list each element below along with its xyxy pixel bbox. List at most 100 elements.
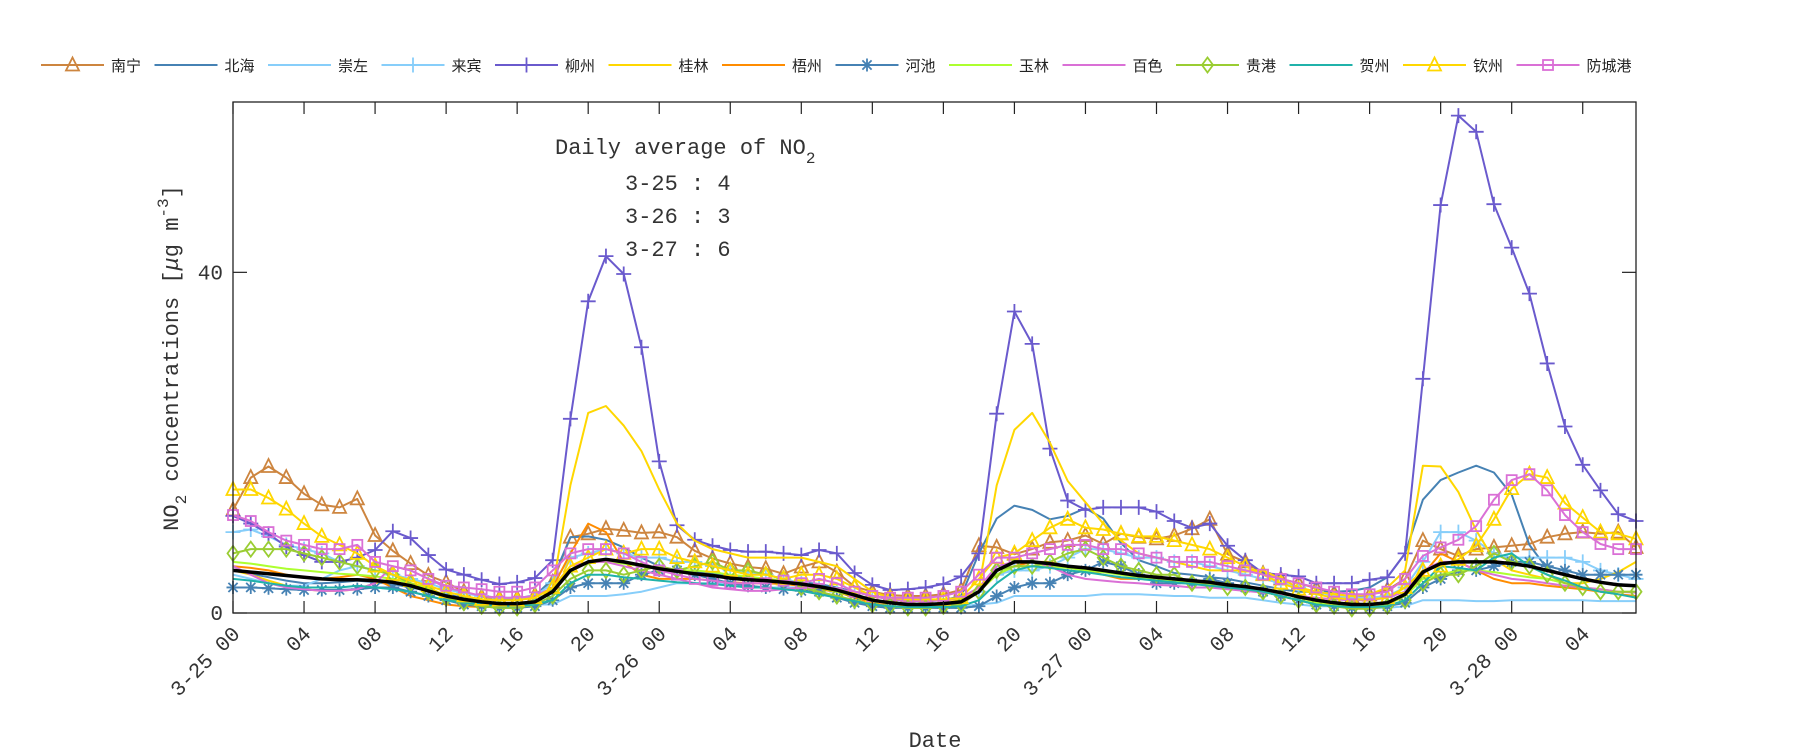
data-point <box>349 489 366 506</box>
data-point <box>1592 522 1609 539</box>
data-point <box>935 576 951 592</box>
data-point <box>793 565 810 582</box>
series-line <box>232 473 1636 599</box>
data-point <box>1007 580 1021 594</box>
x-tick-label: 3-28 00 <box>1446 624 1525 703</box>
data-point <box>1096 555 1110 569</box>
data-point <box>1592 482 1608 498</box>
data-point <box>384 541 401 558</box>
legend-item-钦州: 钦州 <box>1403 55 1503 75</box>
data-point <box>1345 588 1358 601</box>
legend-item-桂林: 桂林 <box>608 57 709 75</box>
data-point <box>1344 575 1360 591</box>
data-point <box>1415 371 1431 387</box>
series-layer <box>225 108 1644 618</box>
data-point <box>1381 585 1394 598</box>
data-point <box>1539 355 1555 371</box>
data-point <box>1132 547 1145 560</box>
data-point <box>333 543 346 556</box>
legend-label: 北海 <box>225 57 255 75</box>
data-point <box>528 599 542 613</box>
data-point <box>1363 588 1376 601</box>
data-point <box>1557 550 1573 566</box>
data-point <box>1416 550 1429 562</box>
data-point <box>244 515 257 527</box>
data-point <box>919 591 932 604</box>
data-point <box>883 601 897 615</box>
data-point <box>1202 516 1218 532</box>
data-point <box>1539 468 1556 484</box>
data-point <box>1219 544 1236 561</box>
data-point <box>404 564 417 577</box>
data-point <box>491 576 507 592</box>
data-point <box>261 540 276 559</box>
legend-item-防城港: 防城港 <box>1516 57 1632 75</box>
data-point <box>403 530 419 546</box>
data-point <box>511 585 524 598</box>
data-point <box>900 581 916 597</box>
data-point <box>1434 541 1447 554</box>
data-point <box>1470 520 1483 533</box>
data-point <box>244 540 258 559</box>
x-tick-label: 12 <box>851 624 885 658</box>
y-axis-label: NO2 concentrations [μg m-3] <box>155 185 191 531</box>
annotation-title: Daily average of NO2 <box>555 136 815 168</box>
data-point <box>1221 560 1234 573</box>
x-tick-label: 04 <box>1135 624 1169 658</box>
legend-label: 贵港 <box>1246 57 1276 75</box>
x-tick-label: 20 <box>993 624 1027 658</box>
legend-item-百色: 百色 <box>1062 57 1163 75</box>
data-point <box>369 556 381 568</box>
data-point <box>1201 539 1218 556</box>
data-point <box>440 579 453 592</box>
data-point <box>1452 533 1465 546</box>
data-point <box>1130 526 1147 543</box>
data-point <box>1612 543 1625 556</box>
data-point <box>313 526 330 543</box>
data-point <box>315 543 328 556</box>
data-point <box>1450 524 1466 540</box>
data-point <box>580 524 597 541</box>
data-point <box>1150 551 1163 564</box>
data-point <box>599 576 613 590</box>
data-point <box>1044 543 1056 556</box>
legend-item-河池: 河池 <box>835 57 936 75</box>
data-point <box>615 520 632 537</box>
data-point <box>1523 468 1536 481</box>
data-point <box>1576 526 1589 538</box>
x-tick-label: 04 <box>283 624 317 658</box>
data-point <box>633 339 649 355</box>
data-point <box>332 552 347 571</box>
data-point <box>617 565 631 584</box>
data-point <box>1060 493 1076 509</box>
data-point <box>386 560 399 573</box>
data-point <box>242 479 259 496</box>
data-point <box>1006 304 1022 320</box>
data-point <box>669 517 685 533</box>
data-point <box>1611 568 1625 582</box>
legend-item-崇左: 崇左 <box>268 57 368 75</box>
data-point <box>1505 474 1518 487</box>
data-point <box>1541 484 1554 497</box>
data-point <box>1487 559 1501 573</box>
legend-marker <box>405 57 421 73</box>
data-point <box>1576 578 1590 597</box>
data-point <box>633 539 650 556</box>
data-point <box>1414 531 1431 548</box>
data-point <box>1149 565 1164 584</box>
data-point <box>1328 585 1340 598</box>
data-point <box>1450 549 1467 566</box>
annotation-box: Daily average of NO2 3-25 : 4 3-26 : 3 3… <box>555 136 815 263</box>
data-point <box>1061 544 1075 563</box>
data-point <box>722 560 739 577</box>
legend-item-柳州: 柳州 <box>495 57 595 75</box>
data-point <box>1166 531 1183 548</box>
legend-label: 河池 <box>906 57 936 75</box>
x-tick-label: 3-26 00 <box>594 624 673 703</box>
data-point <box>350 557 364 576</box>
data-point <box>1505 552 1519 571</box>
data-point <box>1468 124 1484 140</box>
data-point <box>1469 557 1483 576</box>
data-point <box>385 523 401 539</box>
